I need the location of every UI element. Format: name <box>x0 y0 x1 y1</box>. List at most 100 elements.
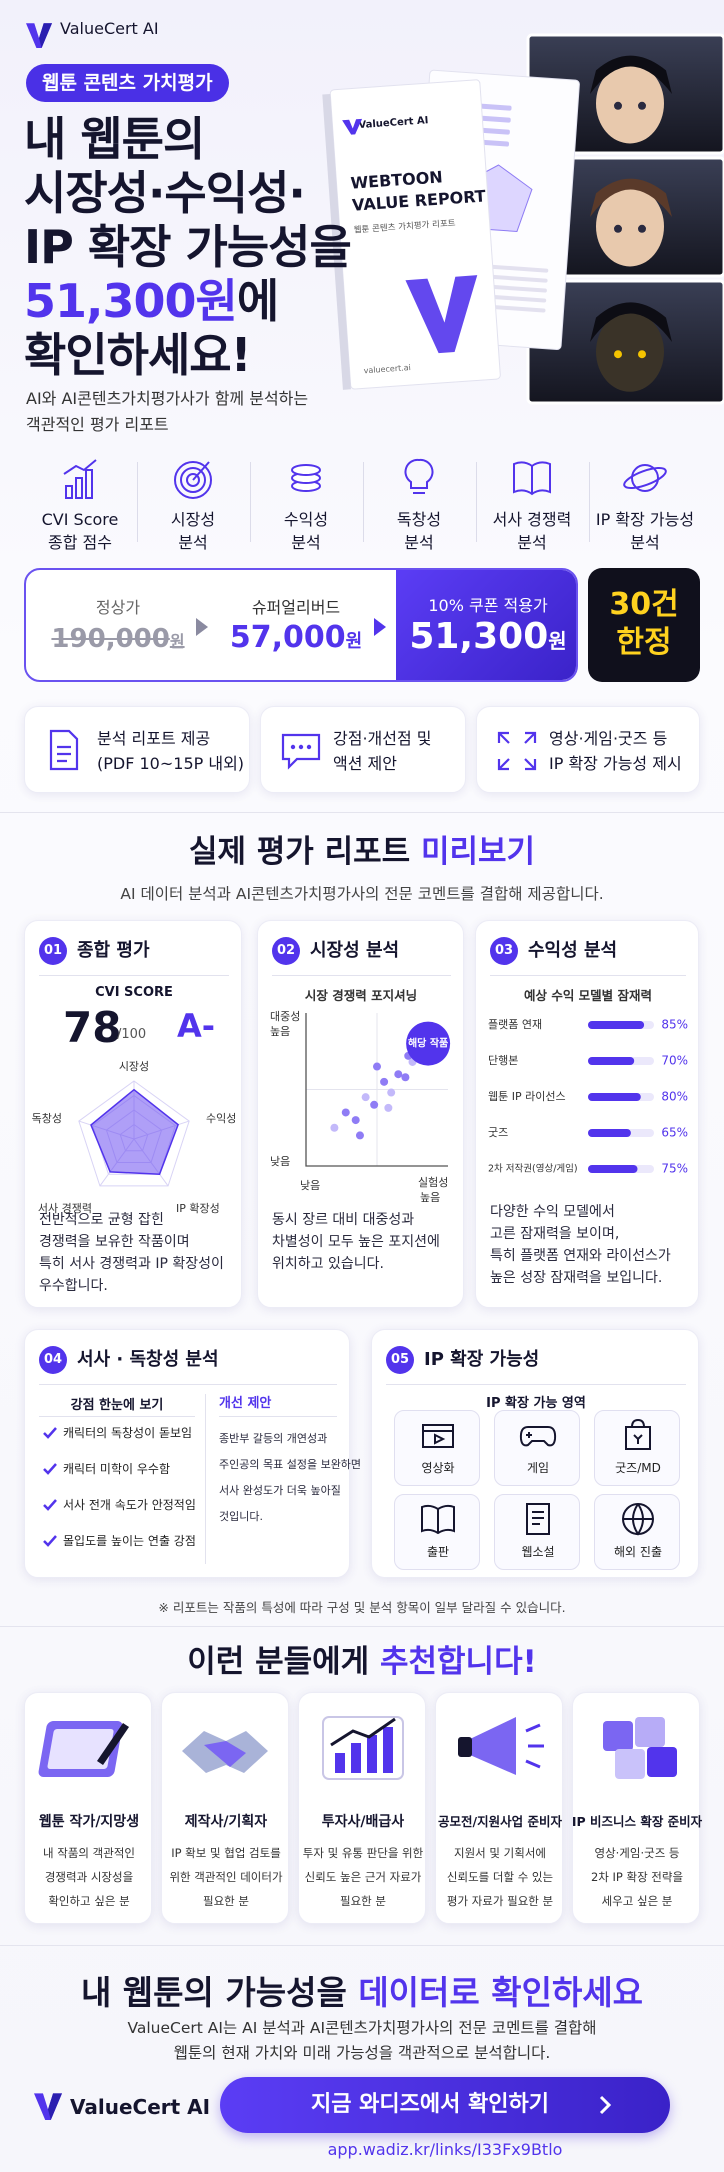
col-rule <box>39 1416 195 1417</box>
recommend-illustration <box>603 1717 677 1779</box>
scatter-point <box>355 1131 364 1140</box>
card-text: 고른 잠재력을 보이며, <box>490 1226 620 1242</box>
recommend-text: IP 확보 및 협업 검토를 <box>171 1846 281 1860</box>
limited-text: 한정 <box>616 625 672 660</box>
axis-label: 높음 <box>270 1025 291 1038</box>
recommend-text: 위한 객관적인 데이터가 <box>169 1870 283 1884</box>
ill <box>330 1717 396 1747</box>
ill <box>647 1747 677 1777</box>
headline: 내 웹툰의 <box>24 112 205 166</box>
card-rule <box>39 1384 337 1385</box>
card-text: 서사 완성도가 더욱 높아질 <box>219 1484 341 1497</box>
card: 05 IP 확장 가능성 IP 확장 가능 영역 영상화 게임 굿즈/MD 출판 웹소설 해외 … <box>371 1329 699 1578</box>
card: 01 종합 평가 CVI SCORE 78/100 A- 시장성 수익성 IP 확장성 서사 경… <box>24 920 242 1308</box>
card: 분석 리포트 제공 (PDF 10~15P 내외) <box>24 706 250 793</box>
ill <box>635 1717 665 1747</box>
logo-shade <box>48 2093 62 2120</box>
recommend-illustration <box>38 1721 129 1777</box>
value-label: 65% <box>661 1126 688 1140</box>
area-icon <box>422 1424 454 1448</box>
card-rule <box>490 975 686 976</box>
cta-brand: ValueCert AI <box>70 2095 211 2119</box>
bar <box>588 1021 645 1029</box>
section-divider <box>0 1626 724 1627</box>
unit: 원 <box>345 631 363 652</box>
ill <box>97 1723 129 1765</box>
metric-label: CVI Score <box>41 510 119 529</box>
metric-label: 서사 경쟁력 <box>492 510 572 529</box>
axis-label: 높음 <box>420 1191 441 1204</box>
price-highlight: 51,300원 <box>24 274 238 328</box>
scatter-point <box>330 1123 339 1132</box>
scatter-point <box>361 1093 370 1102</box>
feature-text: 영상·게임·굿즈 등 <box>549 729 668 748</box>
card-number: 04 <box>39 1346 67 1374</box>
score: 78 <box>63 1003 122 1052</box>
super-label: 슈퍼얼리버드 <box>251 598 341 617</box>
check-icon <box>43 1427 57 1439</box>
card-title: 종합 평가 <box>77 940 150 961</box>
card-text: 특히 서사 경쟁력과 IP 확장성이 <box>39 1256 224 1272</box>
divider <box>476 462 477 542</box>
score-label: CVI SCORE <box>95 985 173 1000</box>
icon-part <box>298 744 304 750</box>
recommend-text: 2차 IP 확장 전략을 <box>590 1870 684 1884</box>
chevron <box>599 2095 612 2115</box>
area-tile: 출판 <box>394 1494 480 1570</box>
cover-logo <box>342 118 363 135</box>
card: 제작사/기획자 IP 확보 및 협업 검토를 위한 객관적인 데이터가 필요한 분 <box>161 1692 289 1924</box>
card-rule <box>386 1384 686 1385</box>
card: 03 수익성 분석 예상 수익 모델별 잠재력 플랫폼 연재 85% 단행본 70% 웹툰 I… <box>475 920 699 1308</box>
eye <box>614 101 622 110</box>
recommend-title: 공모전/지원사업 준비자 <box>438 1814 562 1829</box>
value-label: 75% <box>661 1162 688 1176</box>
regular-label: 정상가 <box>95 598 141 617</box>
recommend-title: 제작사/기획자 <box>184 1814 268 1830</box>
feature-text: 액션 제안 <box>333 754 397 773</box>
ill <box>470 1717 516 1775</box>
character-face <box>596 186 664 267</box>
icon-part <box>623 467 667 489</box>
icon-part <box>421 1504 455 1535</box>
improve-title: 개선 제안 <box>219 1396 272 1411</box>
divider <box>363 462 364 542</box>
super-price: 57,000원 <box>230 620 362 655</box>
card-title: 수익성 분석 <box>528 940 618 961</box>
card: 영상·게임·굿즈 등 IP 확장 가능성 제시 <box>476 706 700 793</box>
recommend-text: 경쟁력과 시장성을 <box>44 1870 134 1884</box>
divider <box>589 462 590 542</box>
card-title: 시장성 분석 <box>310 940 400 961</box>
icon-part <box>63 459 97 475</box>
ill <box>615 1749 645 1779</box>
card-text: 동시 장르 대비 대중성과 <box>272 1212 415 1228</box>
icon-part <box>404 458 434 494</box>
card: IP 비즈니스 확장 준비자 영상·게임·굿즈 등 2차 IP 확장 전략을 세우고 … <box>572 1692 702 1924</box>
card-number: 02 <box>272 937 300 965</box>
area-label: 해외 진출 <box>614 1545 662 1559</box>
scatter-point <box>380 1077 389 1086</box>
coupon-label: 10% 쿠폰 적용가 <box>428 596 548 615</box>
arrow <box>196 618 208 636</box>
ill <box>603 1721 633 1751</box>
recommend-text: 신뢰도를 더할 수 있는 <box>446 1870 554 1884</box>
icon-part <box>519 1426 557 1447</box>
feature-text: 강점·개선점 및 <box>333 729 432 748</box>
character-face <box>596 63 664 144</box>
divider <box>250 462 251 542</box>
radar-label: 독창성 <box>32 1112 62 1125</box>
metric-icon <box>174 461 212 499</box>
metric-icon <box>63 459 97 499</box>
area-label: 영상화 <box>421 1461 455 1475</box>
icon-part <box>631 464 659 492</box>
feature-text: 분석 리포트 제공 <box>97 729 211 748</box>
metric-label: 시장성 <box>170 510 216 529</box>
card-text: 경쟁력을 보유한 작품이며 <box>39 1234 190 1250</box>
cta-button[interactable]: 지금 와디즈에서 확인하기 <box>220 2077 670 2133</box>
check-icon <box>43 1463 57 1475</box>
recommend-text: 평가 자료가 필요한 분 <box>446 1894 554 1908</box>
recommend-text: 필요한 분 <box>340 1894 386 1908</box>
character-hair <box>590 55 672 94</box>
